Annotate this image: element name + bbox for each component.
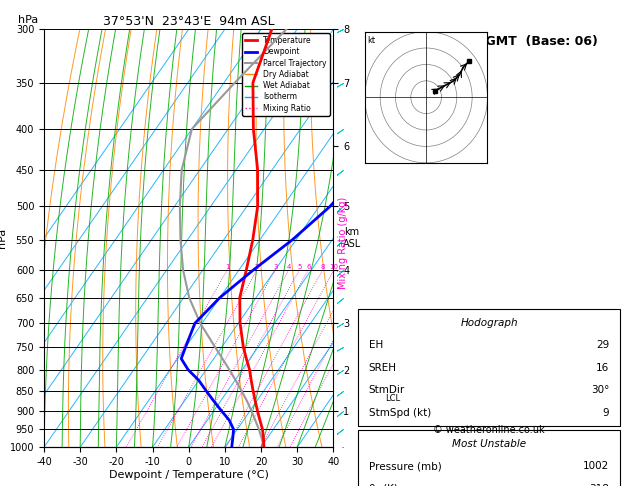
Text: © weatheronline.co.uk: © weatheronline.co.uk	[433, 425, 545, 434]
Text: 5: 5	[298, 264, 302, 270]
Text: SREH: SREH	[369, 363, 397, 373]
Text: 6: 6	[306, 264, 311, 270]
Text: StmSpd (kt): StmSpd (kt)	[369, 408, 431, 418]
Text: 9: 9	[603, 408, 610, 418]
Legend: Temperature, Dewpoint, Parcel Trajectory, Dry Adiabat, Wet Adiabat, Isotherm, Mi: Temperature, Dewpoint, Parcel Trajectory…	[242, 33, 330, 116]
Text: kt: kt	[367, 35, 376, 45]
Text: LCL: LCL	[386, 394, 401, 403]
Text: hPa: hPa	[18, 15, 38, 25]
Text: 1: 1	[225, 264, 230, 270]
Text: 10: 10	[330, 264, 338, 270]
Text: 8: 8	[320, 264, 325, 270]
Text: 1002: 1002	[583, 461, 610, 471]
Text: Mixing Ratio (g/kg): Mixing Ratio (g/kg)	[338, 197, 348, 289]
Title: 37°53'N  23°43'E  94m ASL: 37°53'N 23°43'E 94m ASL	[103, 15, 274, 28]
Text: StmDir: StmDir	[369, 385, 405, 395]
Text: θₑ (K): θₑ (K)	[369, 484, 398, 486]
Text: 30°: 30°	[591, 385, 610, 395]
Text: 2: 2	[255, 264, 259, 270]
Text: 4: 4	[287, 264, 291, 270]
Text: Hodograph: Hodograph	[460, 317, 518, 328]
Text: EH: EH	[369, 340, 383, 350]
X-axis label: Dewpoint / Temperature (°C): Dewpoint / Temperature (°C)	[109, 469, 269, 480]
Y-axis label: km
ASL: km ASL	[343, 227, 361, 249]
Text: 16: 16	[596, 363, 610, 373]
Text: Pressure (mb): Pressure (mb)	[369, 461, 442, 471]
Text: 26.05.2024  18GMT  (Base: 06): 26.05.2024 18GMT (Base: 06)	[380, 35, 598, 49]
Text: 318: 318	[589, 484, 610, 486]
Text: 29: 29	[596, 340, 610, 350]
Text: 3: 3	[273, 264, 277, 270]
Y-axis label: hPa: hPa	[0, 228, 7, 248]
Text: Most Unstable: Most Unstable	[452, 439, 526, 449]
